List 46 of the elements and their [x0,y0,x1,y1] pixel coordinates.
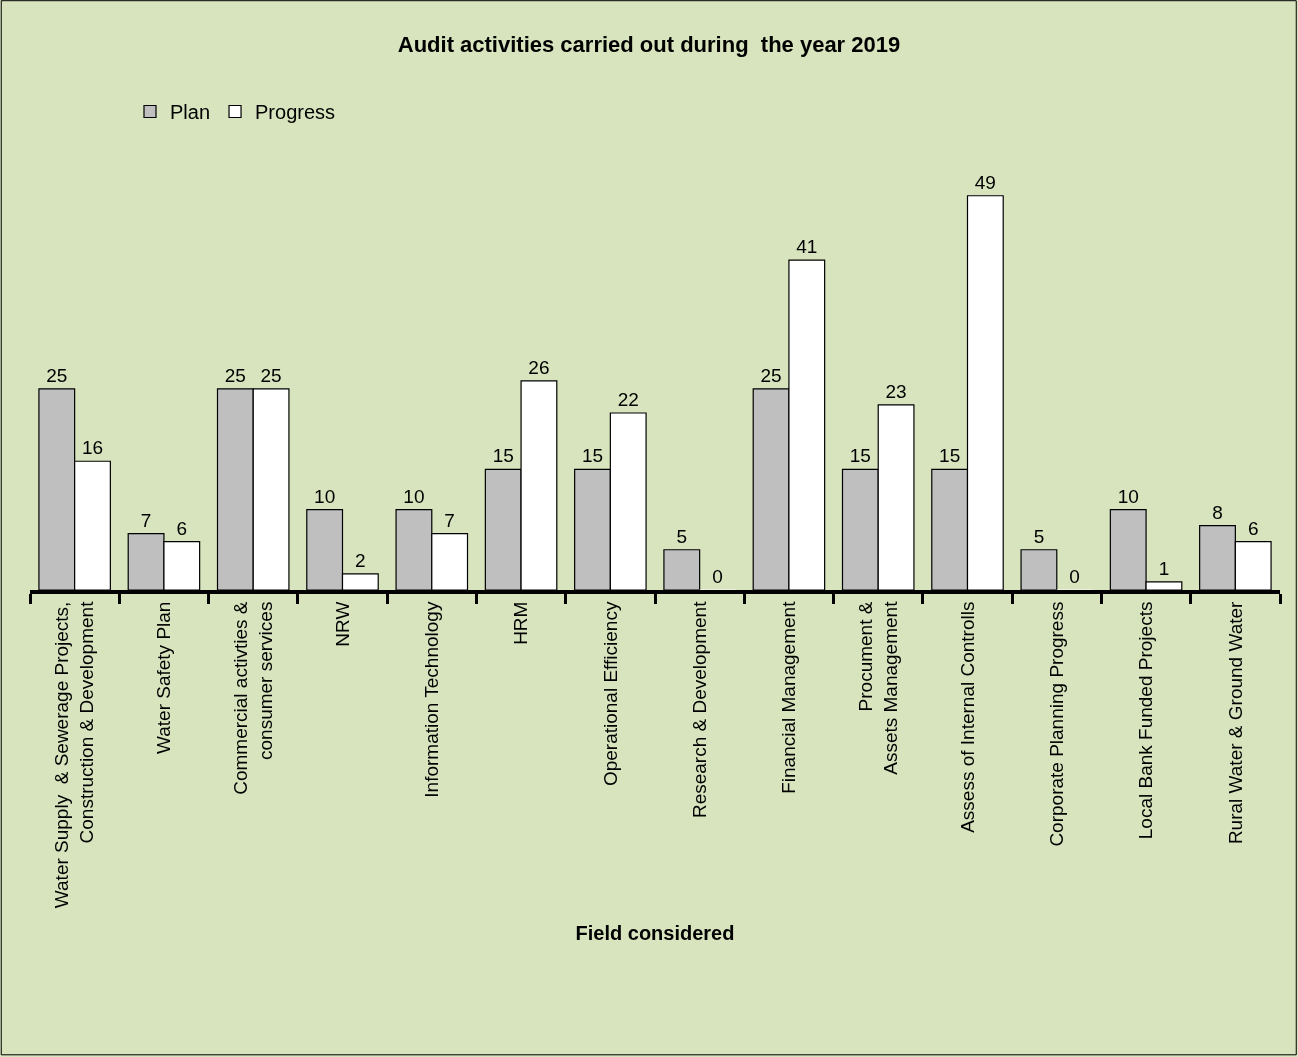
chart-title: Audit activities carried out during the year 2019 [397,32,901,58]
x-tick-label: Water Supply & Sewerage Projects, Construction & Development [51,600,98,909]
data-label: 0 [712,566,723,587]
x-tick-label: Rural Water & Ground Water [1224,600,1246,845]
data-label: 10 [1117,485,1139,507]
x-axis-title: Field considered [575,922,735,945]
data-label: 6 [1247,517,1259,539]
data-label: 8 [1212,501,1223,523]
data-label: 23 [885,380,907,402]
x-tick-label: Information Technology [420,601,442,798]
data-label: 15 [849,445,871,467]
data-label: 25 [224,364,246,386]
data-label: 5 [676,525,688,547]
data-label: 15 [581,445,604,467]
x-tick-label: Procument & Assets Management [855,600,901,775]
data-label: 41 [796,236,818,258]
data-label: 0 [1069,566,1080,587]
x-tick-label: Assess of Internal Controlls [956,601,978,833]
legend-label: Progress [255,101,336,124]
data-label: 49 [974,171,996,193]
data-label: 7 [140,509,152,531]
x-tick-label: Commercial activties & consumer services [230,601,276,795]
data-label: 7 [444,509,455,531]
data-label: 6 [176,517,188,539]
data-label: 15 [939,445,961,467]
data-label: 26 [528,356,550,378]
x-tick-label: Financial Management [778,600,800,794]
x-tick-label: Corporate Planning Progress [1045,601,1067,847]
data-label: 10 [403,485,425,507]
data-label: 25 [46,364,68,386]
data-label: 25 [760,364,782,386]
x-tick-label: Local Bank Funded Projects [1135,601,1157,840]
x-tick-label: Operational Efficiency [599,601,621,787]
x-tick-label: Water Safety Plan [153,601,175,755]
x-tick-label: Research & Development [688,600,710,819]
x-tick-label: HRM [510,601,532,645]
data-label: 25 [260,364,282,386]
data-label: 1 [1158,557,1170,579]
data-label: 2 [355,549,366,571]
legend-label: Plan [170,101,211,124]
data-label: 16 [81,437,104,459]
data-label: 22 [617,388,639,410]
data-label: 5 [1033,525,1045,547]
x-tick-label: NRW [331,601,353,647]
data-label: 15 [492,445,514,467]
data-label: 10 [314,485,336,507]
